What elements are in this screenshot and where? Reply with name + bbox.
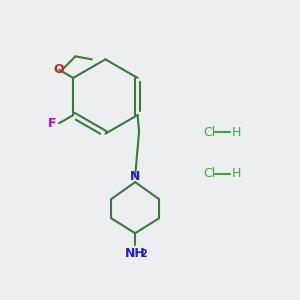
Text: H: H xyxy=(232,167,241,180)
Text: NH: NH xyxy=(125,247,146,260)
Text: O: O xyxy=(54,63,64,76)
Text: 2: 2 xyxy=(141,249,147,259)
Text: H: H xyxy=(232,126,241,139)
Text: N: N xyxy=(130,170,140,183)
Text: F: F xyxy=(48,117,57,130)
Text: Cl: Cl xyxy=(203,167,216,180)
Text: Cl: Cl xyxy=(203,126,216,139)
